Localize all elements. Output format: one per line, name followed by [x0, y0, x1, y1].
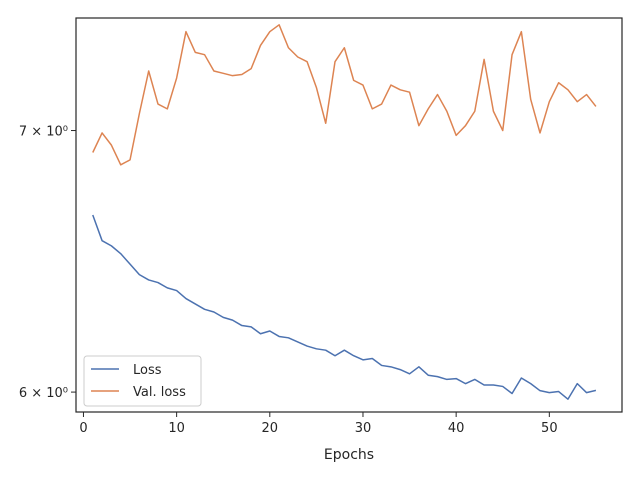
- series-layer: [92, 24, 597, 400]
- legend: Loss Val. loss: [83, 355, 202, 407]
- x-tick-label: 20: [262, 421, 279, 436]
- series-line-val-loss: [92, 24, 597, 166]
- legend-label-loss: Loss: [133, 363, 162, 378]
- legend-label-val-loss: Val. loss: [133, 385, 186, 400]
- x-axis: 0 10 20 30 40 50: [79, 412, 558, 436]
- x-tick-label: 10: [168, 421, 185, 436]
- y-tick-label: 6 × 10⁰: [19, 386, 68, 401]
- x-tick-label: 50: [541, 421, 558, 436]
- x-tick-label: 30: [355, 421, 372, 436]
- x-tick-label: 0: [79, 421, 87, 436]
- x-axis-label: Epochs: [324, 447, 374, 463]
- y-axis: 6 × 10⁰ 7 × 10⁰: [19, 125, 76, 401]
- y-tick-label: 7 × 10⁰: [19, 125, 68, 140]
- plot-area-frame: [75, 17, 623, 413]
- x-tick-label: 40: [448, 421, 465, 436]
- series-line-loss: [92, 214, 597, 400]
